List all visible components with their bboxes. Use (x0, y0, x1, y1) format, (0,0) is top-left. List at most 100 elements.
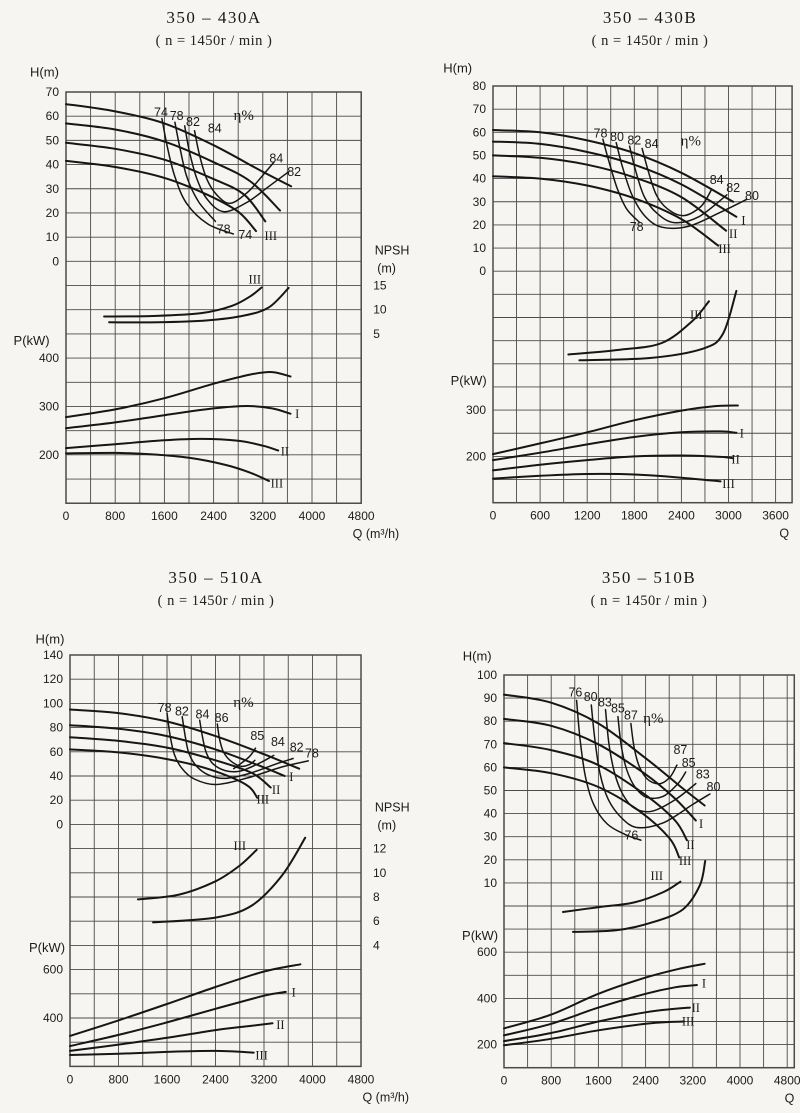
annotation-74: 74 (154, 106, 168, 120)
annotation-82: 82 (290, 741, 304, 755)
y-tick: 70 (46, 85, 60, 99)
annotation-II: II (272, 783, 280, 797)
y-tick: 300 (39, 400, 59, 414)
annotation-η%: η% (681, 134, 701, 150)
chart-speed: ( n = 1450r / min ) (590, 593, 708, 609)
chart-speed: ( n = 1450r / min ) (155, 33, 273, 49)
annotation-80: 80 (584, 690, 598, 704)
y-tick: 100 (43, 696, 63, 710)
y-tick: 40 (484, 807, 498, 821)
y-tick: 20 (50, 793, 64, 807)
y-tick: 20 (484, 853, 498, 867)
chart-title: 350 – 430B (602, 8, 698, 27)
annotation-84: 84 (271, 735, 285, 749)
power-curve (69, 963, 302, 1037)
x-tick: 600 (530, 509, 550, 523)
annotation-III: III (722, 477, 735, 491)
annotation-P(kW): P(kW) (451, 373, 487, 388)
y-tick: 40 (473, 172, 487, 186)
x-tick: 0 (501, 1074, 508, 1088)
y-tick: 80 (50, 721, 64, 735)
chart-350-510A: 0 800 1600 2400 3200 4000 48001401201008060402… (29, 631, 410, 1104)
grid (69, 654, 362, 1067)
x-axis-label: Q (m³/h) (353, 527, 400, 541)
npsh-III (562, 880, 682, 913)
y-tick: 0 (479, 264, 486, 278)
grid-border (65, 91, 362, 504)
efficiency-84 (193, 129, 275, 205)
x-tick: 1600 (585, 1074, 612, 1088)
annotation-II: II (276, 1018, 284, 1032)
chart-header-350-510A: 350 – 510A ( n = 1450r / min ) (70, 568, 362, 610)
y-tick: 30 (473, 195, 487, 209)
npsh-III (136, 848, 258, 901)
x-tick: 2400 (668, 509, 695, 523)
x-tick: 3200 (249, 509, 276, 523)
x-tick: 3600 (762, 509, 789, 523)
x-tick: 800 (105, 509, 125, 523)
grid (503, 674, 795, 1069)
npsh-tick: 5 (373, 327, 380, 341)
power-curve (492, 404, 739, 456)
y-tick: 10 (46, 230, 60, 244)
y-tick: 10 (484, 876, 498, 890)
annotation-76: 76 (624, 829, 638, 843)
npsh-curve (152, 836, 307, 924)
annotation-74: 74 (238, 228, 252, 242)
annotation-NPSH: NPSH (375, 243, 410, 257)
efficiency-76 (575, 699, 642, 841)
chart-title: 350 – 510A (168, 568, 264, 587)
head-I (492, 140, 738, 218)
y-tick: 600 (477, 945, 497, 959)
annotation-NPSH: NPSH (375, 801, 410, 815)
annotation-87: 87 (673, 743, 687, 757)
y-tick: 60 (473, 125, 487, 139)
power-I (492, 430, 738, 462)
efficiency-82 (628, 145, 728, 224)
efficiency-78 (602, 138, 641, 224)
annotation-84: 84 (269, 152, 283, 166)
annotation-I: I (699, 817, 703, 831)
power-II (65, 437, 280, 452)
annotation-I: I (741, 213, 745, 227)
efficiency-78 (174, 121, 217, 223)
head-curve (69, 708, 301, 770)
power-I (503, 984, 698, 1037)
annotation-H(m): H(m) (463, 649, 492, 664)
chart-title: 350 – 430A (166, 8, 262, 27)
annotation-P(kW): P(kW) (14, 333, 50, 348)
y-tick: 200 (466, 449, 486, 463)
x-tick: 2400 (632, 1074, 659, 1088)
chart-350-510B: 0 800 1600 2400 3200 4000 4800 100 90 80 70 60 50 40 3… (462, 649, 800, 1106)
annotation-82: 82 (726, 181, 740, 195)
x-tick: 1600 (151, 509, 178, 523)
x-tick: 1600 (154, 1072, 181, 1086)
efficiency-80 (615, 141, 748, 230)
grid-border (503, 674, 796, 1069)
x-tick: 3200 (251, 1072, 278, 1086)
annotation-III: III (265, 229, 278, 243)
annotation-H(m): H(m) (30, 65, 59, 80)
y-tick: 200 (477, 1038, 497, 1052)
efficiency-87 (630, 722, 678, 785)
annotation-II: II (692, 1001, 700, 1015)
annotation-(m): (m) (377, 819, 396, 833)
x-tick: 800 (108, 1072, 128, 1086)
annotation-III: III (651, 869, 664, 883)
chart-speed: ( n = 1450r / min ) (157, 593, 275, 609)
annotation-III: III (718, 242, 731, 256)
x-tick: 0 (63, 509, 70, 523)
annotation-78: 78 (305, 747, 319, 761)
npsh-tick: 10 (373, 303, 387, 317)
annotation-80: 80 (745, 189, 759, 203)
power-III (65, 451, 270, 482)
annotation-86: 86 (215, 711, 229, 725)
annotation-I: I (289, 770, 293, 784)
x-tick: 4000 (299, 509, 326, 523)
head-III (69, 748, 259, 799)
npsh-curve (578, 289, 738, 362)
annotation-84: 84 (196, 707, 210, 721)
annotation-III: III (257, 793, 270, 807)
annotation-85: 85 (611, 702, 625, 716)
